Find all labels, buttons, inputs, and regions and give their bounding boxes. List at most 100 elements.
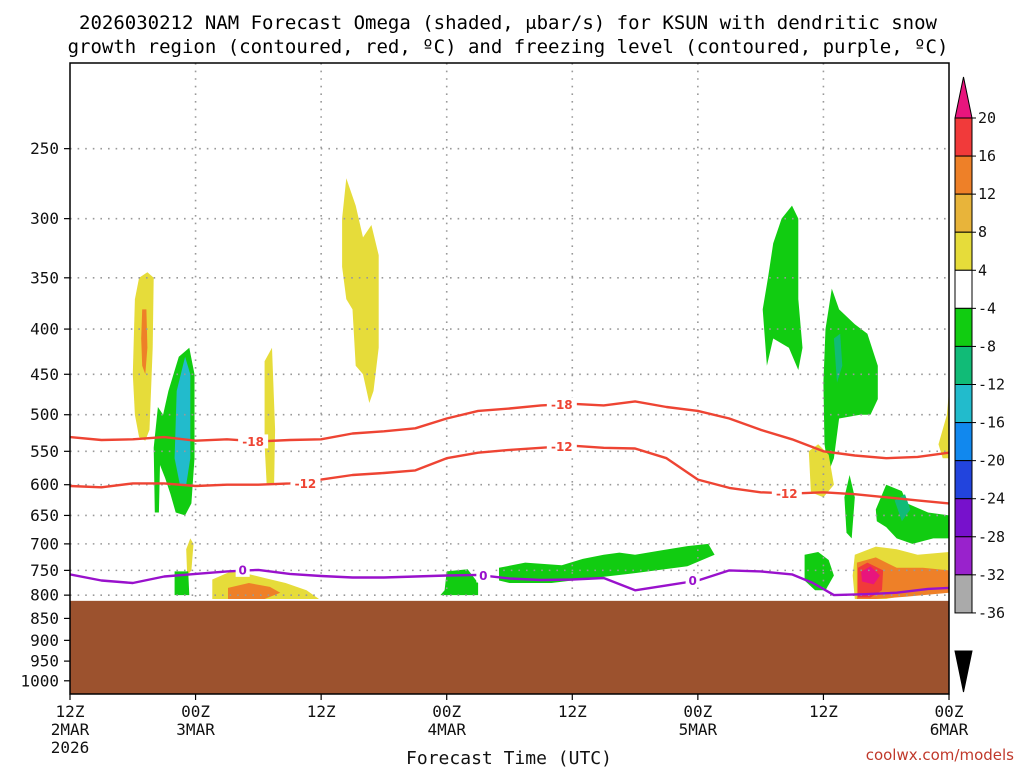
contour-label--18-1: -18 — [551, 398, 573, 412]
colorbar-bin-3 — [954, 193, 973, 233]
y-tick-label-300: 300 — [30, 209, 59, 228]
omega-shade-16 — [804, 552, 834, 591]
omega-shade-19 — [894, 494, 911, 522]
gridlines-layer — [70, 63, 949, 601]
contour-label-0-1: 0 — [479, 569, 487, 583]
y-tick-label-650: 650 — [30, 506, 59, 525]
omega-shade-12 — [762, 205, 803, 370]
colorbar-top-arrow — [954, 76, 973, 119]
chart-title-line1: 2026030212 NAM Forecast Omega (shaded, μ… — [79, 12, 937, 34]
colorbar-bin-7 — [954, 345, 973, 385]
x-tick-label-48-1: 12Z — [558, 702, 587, 721]
colorbar-bin-1 — [954, 117, 973, 157]
omega-shade-18 — [875, 484, 949, 544]
colorbar-bin-2 — [954, 155, 973, 195]
terrain-layer — [70, 600, 949, 694]
colorbar-label-6: -8 — [978, 337, 996, 355]
y-axis: 250 300 350 400 450 500 550 600 650 700 750 800 850 9… — [20, 139, 70, 690]
contour-line--18 — [70, 400, 949, 460]
y-tick-label-400: 400 — [30, 320, 59, 339]
colorbar: 20 16 12 8 4 -4 -8 -12 -16 -20 -24 -28 -32 -36 — [954, 76, 1005, 693]
omega-shade-5 — [174, 356, 191, 485]
omega-shade-17 — [844, 475, 855, 539]
omega-shade-6 — [186, 538, 194, 576]
omega-shade-2 — [342, 178, 379, 403]
contour-label-bg--18-1 — [546, 397, 577, 412]
colorbar-bin-4 — [954, 231, 973, 271]
y-tick-label-450: 450 — [30, 365, 59, 384]
y-tick-label-500: 500 — [30, 405, 59, 424]
contour-label--18-0: -18 — [242, 435, 264, 449]
colorbar-label-1: 16 — [978, 147, 996, 165]
x-tick-label-36-2: 4MAR — [427, 720, 466, 739]
omega-shades-layer — [132, 178, 949, 599]
colorbar-bin-9 — [954, 422, 973, 462]
omega-shade-7 — [174, 571, 190, 596]
omega-shade-1 — [141, 309, 148, 375]
colorbar-bin-5 — [954, 269, 973, 309]
x-tick-label-72-1: 12Z — [809, 702, 838, 721]
x-tick-label-12-1: 00Z — [181, 702, 210, 721]
omega-shade-13 — [823, 288, 878, 472]
y-tick-label-850: 850 — [30, 609, 59, 628]
y-tick-label-750: 750 — [30, 561, 59, 580]
contour-line-0 — [70, 568, 949, 597]
colorbar-bin-13 — [954, 574, 973, 614]
colorbar-label-10: -24 — [978, 490, 1005, 508]
x-tick-label-0-3: 2026 — [51, 738, 90, 757]
colorbar-label-11: -28 — [978, 528, 1005, 546]
contour-label-bg--12-1 — [546, 439, 577, 454]
colorbar-bottom-arrow — [954, 650, 973, 693]
colorbar-bin-6 — [954, 307, 973, 347]
omega-shade-9 — [228, 583, 281, 599]
x-tick-label-0-1: 12Z — [56, 702, 85, 721]
chart-title-line2: growth region (contoured, red, ºC) and f… — [68, 36, 949, 58]
contour-label--12-0: -12 — [295, 477, 317, 491]
y-tick-label-600: 600 — [30, 475, 59, 494]
contour-label-bg--12-2 — [771, 486, 802, 501]
x-axis-label: Forecast Time (UTC) — [406, 748, 612, 768]
contour-label-0-0: 0 — [238, 563, 246, 577]
y-tick-label-700: 700 — [30, 534, 59, 553]
colorbar-label-7: -12 — [978, 376, 1005, 394]
colorbar-label-4: 4 — [978, 261, 987, 279]
x-tick-label-36-1: 00Z — [432, 702, 461, 721]
x-tick-label-84-2: 6MAR — [930, 720, 969, 739]
contours-layer: -18 -18 -12 -12 -12 0 0 0 — [70, 397, 949, 597]
x-tick-label-24-1: 12Z — [307, 702, 336, 721]
x-tick-label-84-1: 00Z — [935, 702, 964, 721]
omega-shade-20 — [938, 391, 949, 459]
y-tick-label-800: 800 — [30, 586, 59, 605]
x-tick-label-12-2: 3MAR — [176, 720, 215, 739]
omega-shade-14 — [833, 333, 843, 383]
colorbar-bin-11 — [954, 498, 973, 538]
omega-shade-11 — [499, 543, 715, 583]
contour-label--12-2: -12 — [776, 487, 798, 501]
colorbar-label-12: -32 — [978, 566, 1005, 584]
contour-label-bg--12-0 — [290, 476, 321, 491]
colorbar-label-9: -20 — [978, 452, 1005, 470]
y-tick-label-950: 950 — [30, 652, 59, 671]
colorbar-label-8: -16 — [978, 414, 1005, 432]
colorbar-label-2: 12 — [978, 185, 996, 203]
contour-label-bg-0-2 — [685, 573, 700, 588]
omega-shade-3 — [264, 347, 276, 485]
y-tick-label-350: 350 — [30, 268, 59, 287]
contour-label-bg-0-1 — [476, 568, 491, 583]
x-tick-label-60-2: 5MAR — [679, 720, 718, 739]
colorbar-bin-10 — [954, 460, 973, 500]
contour-label-0-2: 0 — [688, 574, 696, 588]
x-tick-label-0-2: 2MAR — [51, 720, 90, 739]
colorbar-label-3: 8 — [978, 223, 987, 241]
contour-line--12 — [70, 444, 949, 505]
contour-label--12-1: -12 — [551, 440, 573, 454]
x-tick-label-60-1: 00Z — [683, 702, 712, 721]
colorbar-bin-12 — [954, 536, 973, 576]
y-tick-label-250: 250 — [30, 139, 59, 158]
colorbar-bin-8 — [954, 384, 973, 424]
colorbar-label-13: -36 — [978, 604, 1005, 622]
contour-label-bg-0-0 — [235, 562, 250, 577]
credit-text: coolwx.com/models — [866, 746, 1014, 764]
y-tick-label-900: 900 — [30, 631, 59, 650]
